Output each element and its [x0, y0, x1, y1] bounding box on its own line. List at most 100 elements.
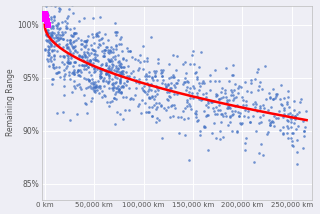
Point: [154, 102, 159, 105]
Point: [163, 85, 168, 88]
Point: [265, 132, 270, 136]
Point: [147, 96, 152, 99]
Point: [249, 79, 254, 82]
Point: [44, 39, 49, 42]
Point: [99, 63, 104, 67]
Point: [84, 111, 90, 114]
Point: [65, 16, 70, 19]
Point: [45, 31, 51, 34]
Point: [76, 82, 81, 85]
Point: [291, 131, 296, 134]
Point: [120, 69, 125, 73]
Point: [93, 85, 99, 88]
Point: [66, 71, 71, 74]
Point: [246, 116, 251, 119]
Point: [193, 112, 198, 115]
Point: [53, 34, 58, 37]
Point: [60, 54, 65, 58]
Point: [154, 108, 159, 111]
Point: [239, 121, 244, 124]
Point: [143, 74, 148, 78]
Point: [91, 80, 96, 84]
Point: [98, 86, 103, 89]
Point: [79, 55, 84, 58]
Point: [126, 74, 131, 77]
Point: [145, 59, 150, 62]
Point: [88, 58, 93, 61]
Point: [282, 108, 287, 112]
Point: [50, 63, 55, 66]
Point: [256, 152, 261, 155]
Point: [273, 95, 278, 98]
Point: [174, 54, 179, 58]
Point: [89, 33, 94, 36]
Point: [52, 31, 57, 34]
Point: [188, 104, 193, 107]
Point: [44, 11, 49, 14]
Point: [288, 125, 293, 128]
Point: [114, 43, 119, 46]
Point: [171, 114, 176, 117]
Point: [119, 70, 124, 73]
Point: [71, 51, 76, 55]
Point: [216, 103, 221, 106]
Point: [257, 104, 262, 108]
Point: [208, 88, 213, 91]
Point: [111, 82, 116, 85]
Point: [201, 93, 206, 96]
Point: [76, 63, 81, 67]
Point: [107, 100, 112, 103]
Point: [286, 127, 291, 130]
Point: [116, 53, 121, 57]
Point: [267, 123, 272, 126]
Point: [262, 106, 267, 109]
Point: [158, 68, 163, 72]
Point: [113, 70, 118, 73]
Point: [114, 45, 119, 48]
Point: [291, 121, 296, 124]
Point: [165, 98, 171, 101]
Point: [97, 75, 102, 78]
Point: [166, 63, 171, 66]
Point: [290, 131, 295, 135]
Point: [100, 50, 105, 53]
Point: [117, 77, 123, 81]
Point: [225, 100, 230, 103]
Point: [95, 79, 100, 83]
Point: [184, 71, 189, 75]
Point: [85, 47, 90, 51]
Point: [64, 43, 69, 47]
Point: [285, 136, 290, 140]
Point: [215, 108, 220, 112]
Point: [155, 62, 160, 65]
Point: [119, 70, 124, 74]
Point: [44, 39, 49, 42]
Point: [109, 63, 115, 66]
Point: [92, 53, 98, 56]
Point: [191, 84, 196, 88]
Point: [235, 110, 240, 113]
Point: [45, 53, 50, 56]
Point: [51, 15, 56, 18]
Point: [250, 115, 255, 118]
Point: [253, 105, 258, 109]
Point: [228, 115, 233, 118]
Point: [50, 39, 55, 42]
Point: [89, 73, 94, 77]
Point: [107, 86, 112, 89]
Point: [97, 76, 102, 79]
Point: [96, 30, 101, 34]
Point: [219, 121, 224, 124]
Point: [238, 122, 244, 125]
Point: [145, 92, 150, 96]
Point: [44, 21, 49, 24]
Point: [287, 111, 292, 114]
Point: [58, 7, 63, 11]
Point: [217, 97, 222, 101]
Point: [52, 54, 57, 57]
Point: [117, 37, 122, 41]
Point: [123, 70, 128, 73]
Point: [92, 49, 97, 53]
Point: [93, 32, 98, 36]
Point: [75, 113, 80, 116]
